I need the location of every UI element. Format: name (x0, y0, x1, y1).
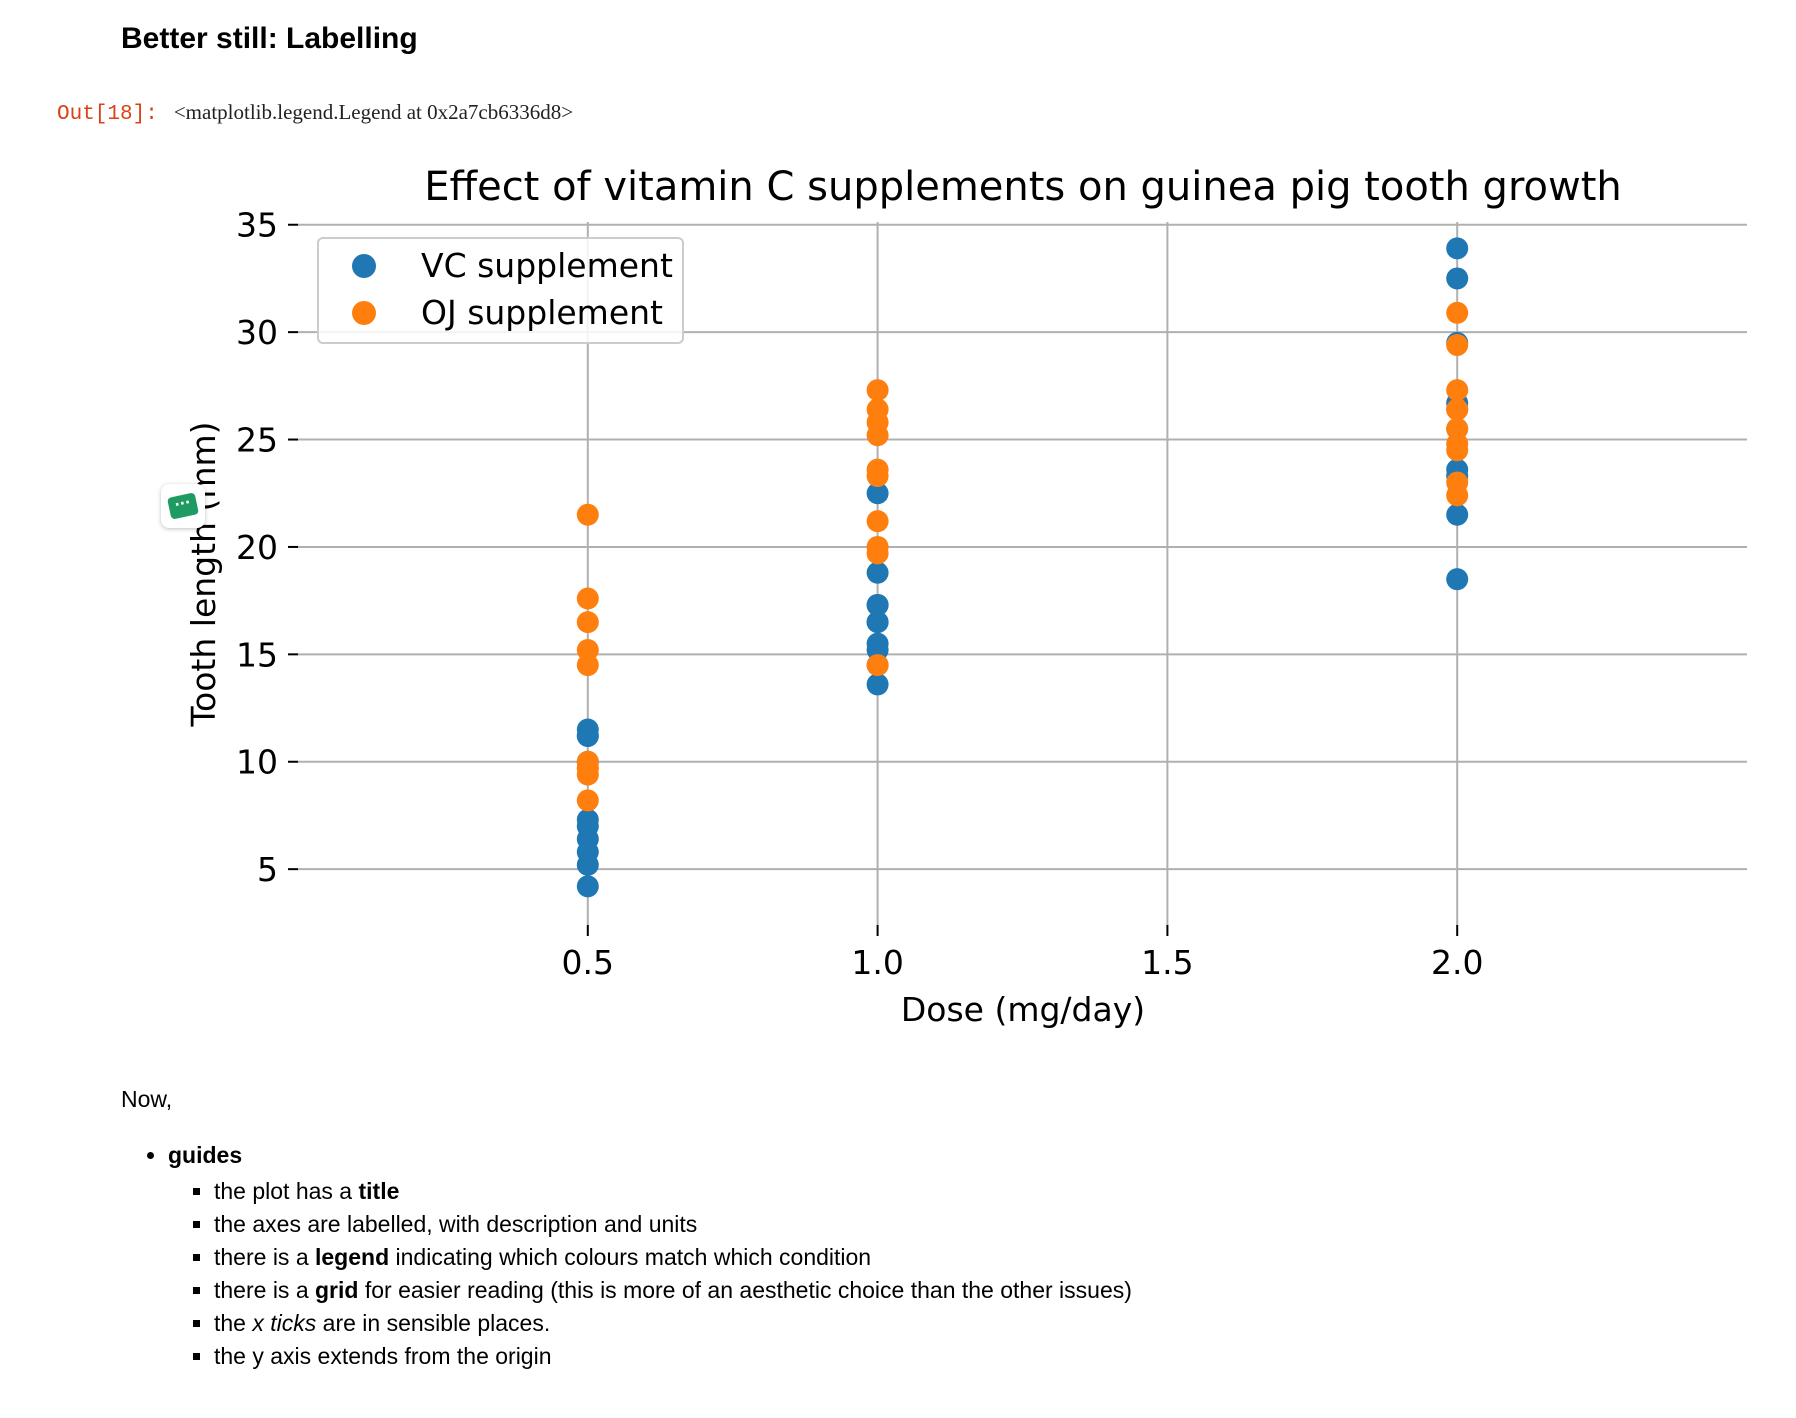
chart-title: Effect of vitamin C supplements on guine… (424, 164, 1621, 210)
guide-text: the y axis extends from the origin (214, 1343, 552, 1369)
section-heading: Better still: Labelling (121, 22, 418, 55)
y-tick-label: 25 (236, 421, 278, 460)
y-axis-label: Tooth length (mm) (184, 422, 223, 728)
x-axis-label: Dose (mg/day) (901, 990, 1145, 1029)
point-oj (576, 587, 599, 610)
point-vc (866, 611, 889, 634)
legend-marker (352, 254, 376, 278)
point-oj (866, 379, 889, 402)
output-prompt: Out[18]: (57, 103, 158, 126)
point-vc (866, 632, 889, 655)
point-vc (576, 815, 599, 838)
chat-bubble-icon: ··· (167, 492, 199, 520)
guide-text: the axes are labelled, with description … (214, 1211, 698, 1237)
guide-subitem: the axes are labelled, with description … (214, 1208, 1132, 1241)
point-oj (576, 757, 599, 780)
point-oj (1446, 334, 1469, 357)
guide-text: there is a (214, 1277, 315, 1303)
y-tick-label: 10 (236, 743, 278, 782)
point-oj (1446, 379, 1469, 402)
point-vc (866, 673, 889, 696)
point-oj (576, 639, 599, 662)
guide-text: indicating which colours match which con… (389, 1244, 872, 1270)
point-vc (1446, 267, 1469, 290)
point-oj (576, 654, 599, 677)
guide-text: x ticks (252, 1310, 317, 1336)
guide-text: title (358, 1178, 400, 1204)
guides-item: guides the plot has a title the axes are … (168, 1142, 1132, 1373)
point-oj (1446, 301, 1469, 324)
chat-widget-button[interactable]: ··· (161, 484, 205, 528)
guide-text: grid (315, 1277, 359, 1303)
x-tick-label: 1.0 (851, 943, 903, 982)
guide-text: are in sensible places. (316, 1310, 551, 1336)
y-tick-label: 35 (236, 206, 278, 245)
guide-subitem: the y axis extends from the origin (214, 1340, 1132, 1373)
point-vc (866, 593, 889, 616)
legend-frame (317, 237, 684, 344)
x-tick-label: 2.0 (1431, 943, 1483, 982)
legend-marker (352, 301, 376, 325)
legend-label: VC supplement (421, 246, 673, 285)
axis-ticks: 5 10 15 20 25 30 35 0.5 1.0 1.5 2.0 (236, 206, 1483, 982)
guide-subitem: there is a legend indicating which colou… (214, 1241, 1132, 1274)
notes-intro: Now, (121, 1086, 173, 1112)
guide-text: legend (315, 1244, 390, 1270)
guide-text: the plot has a (214, 1178, 359, 1204)
point-oj (866, 535, 889, 558)
point-vc (576, 724, 599, 747)
point-vc (1446, 568, 1469, 591)
point-oj (576, 503, 599, 526)
y-tick-label: 20 (236, 528, 278, 567)
point-vc (576, 853, 599, 876)
point-vc (866, 482, 889, 505)
y-tick-label: 30 (236, 313, 278, 352)
point-vc (1446, 237, 1469, 260)
guide-text: for easier reading (this is more of an a… (358, 1277, 1132, 1303)
guide-text: there is a (214, 1244, 315, 1270)
y-tick-label: 15 (236, 635, 278, 674)
x-tick-label: 1.5 (1141, 943, 1193, 982)
point-oj (866, 510, 889, 533)
guide-text: the (214, 1310, 253, 1336)
point-vc (1446, 503, 1469, 526)
data-points (576, 237, 1469, 898)
guide-subitem: the plot has a title (214, 1175, 1132, 1208)
point-oj (1446, 471, 1469, 494)
output-value: <matplotlib.legend.Legend at 0x2a7cb6336… (173, 100, 574, 124)
point-oj (576, 789, 599, 812)
cell-output: Out[18]: <matplotlib.legend.Legend at 0x2… (57, 100, 573, 126)
guide-subitem: there is a grid for easier reading (this… (214, 1274, 1132, 1307)
point-oj (866, 411, 889, 434)
point-vc (866, 561, 889, 584)
guides-list: guides the plot has a title the axes are … (168, 1142, 1132, 1373)
chart-legend: VC supplement OJ supplement (317, 237, 684, 344)
point-oj (576, 611, 599, 634)
guides-label: guides (168, 1142, 243, 1168)
point-oj (1446, 417, 1469, 440)
guide-subitem: the x ticks are in sensible places. (214, 1307, 1132, 1340)
guides-sublist: the plot has a title the axes are labelle… (168, 1175, 1132, 1373)
point-oj (1446, 398, 1469, 421)
y-tick-label: 5 (257, 850, 278, 889)
point-oj (1446, 432, 1469, 455)
point-oj (866, 458, 889, 481)
point-vc (576, 875, 599, 898)
scatter-plot: 5 10 15 20 25 30 35 0.5 1.0 1.5 2.0 Effect of vita… (184, 164, 1747, 1029)
point-oj (866, 654, 889, 677)
legend-label: OJ supplement (421, 293, 663, 332)
x-tick-label: 0.5 (562, 943, 614, 982)
